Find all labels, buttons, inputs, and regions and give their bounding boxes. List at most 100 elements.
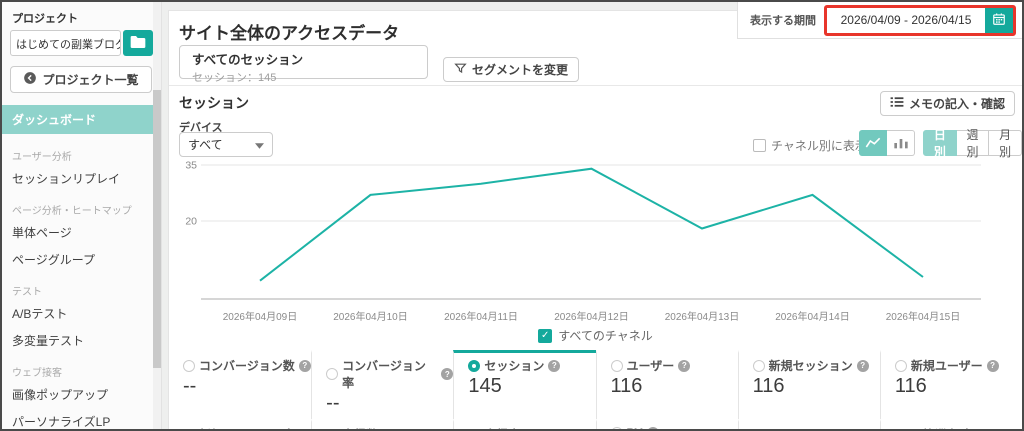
all-channels-checkbox-label: すべてのチャネル: [558, 329, 653, 343]
segment-box[interactable]: すべてのセッション セッション：145: [179, 45, 428, 84]
metric-radio[interactable]: [610, 427, 623, 429]
period-range-input[interactable]: 2026/04/09 - 2026/04/15: [827, 7, 985, 33]
header-divider: [169, 85, 1022, 86]
period-label: 表示する期間: [750, 15, 816, 27]
help-icon[interactable]: ?: [646, 427, 659, 429]
metric-radio[interactable]: [183, 359, 195, 372]
metric-radio[interactable]: [610, 359, 623, 372]
chevron-down-icon: [255, 138, 264, 152]
y-axis-tick-35: 35: [185, 160, 197, 172]
memo-button[interactable]: メモの記入・確認: [879, 91, 1015, 116]
granularity-0-button[interactable]: 日別: [923, 128, 957, 159]
date-toolbar: 表示する期間 2026/04/09 - 2026/04/15: [737, 2, 1022, 39]
sidebar-item-4[interactable]: 単体ページ: [12, 226, 72, 240]
help-icon[interactable]: ?: [856, 359, 869, 372]
help-icon[interactable]: ?: [524, 428, 537, 429]
metric-radio[interactable]: [326, 368, 339, 380]
segment-name: すべてのセッション: [192, 53, 304, 67]
sidebar-item-2[interactable]: セッションリプレイ: [12, 172, 121, 186]
all-channels-checkbox[interactable]: ✓ すべてのチャネル: [169, 327, 1022, 344]
project-folder-button[interactable]: [123, 30, 153, 56]
metric-label: 新規セッション率: [199, 426, 295, 429]
change-segment-button[interactable]: セグメントを変更: [443, 57, 580, 82]
segment-session-count: セッション：145: [192, 72, 277, 84]
metric-label: コンバージョン数: [199, 359, 295, 373]
metric-label: 直帰数: [342, 426, 378, 429]
channel-split-checkbox[interactable]: チャネル別に表示: [753, 137, 867, 154]
help-icon[interactable]: ?: [678, 359, 691, 372]
metric-row1-0[interactable]: コンバージョン数? --: [169, 350, 311, 419]
metric-row1-3[interactable]: ユーザー? 116: [595, 350, 738, 419]
bar-chart-icon: [893, 139, 908, 149]
channel-split-checkbox-box: [753, 139, 766, 152]
metric-label: 直帰率: [484, 426, 520, 429]
metric-row2-4[interactable]: PV/セッション?2.00: [737, 419, 880, 429]
sidebar-item-0[interactable]: ダッシュボード: [2, 105, 161, 134]
project-list-icon: [23, 71, 37, 88]
sidebar-section-1: ユーザー分析: [12, 152, 72, 163]
sidebar-item-10[interactable]: 画像ポップアップ: [12, 388, 109, 402]
memo-button-label: メモの記入・確認: [908, 97, 1005, 111]
help-icon[interactable]: ?: [382, 428, 395, 429]
device-select-value: すべて: [188, 138, 223, 152]
metric-label: コンバージョン率: [342, 359, 426, 390]
chart-type-line-button[interactable]: [859, 130, 887, 156]
metric-value: --: [183, 375, 197, 397]
metric-radio[interactable]: [752, 359, 765, 372]
metric-value: --: [326, 392, 340, 414]
metric-row1-5[interactable]: 新規ユーザー? 116: [879, 350, 1022, 419]
help-icon[interactable]: ?: [298, 359, 311, 372]
page-title: サイト全体のアクセスデータ: [179, 24, 400, 43]
sidebar: プロジェクト はじめての副業ブログ プロジェクト一覧 ダッシュボードユーザー分析…: [2, 2, 162, 429]
help-icon[interactable]: ?: [986, 359, 999, 372]
help-icon[interactable]: ?: [548, 359, 561, 372]
metric-row2-0[interactable]: 新規セッション率?80.00%: [169, 419, 312, 429]
calendar-button[interactable]: [985, 7, 1013, 33]
metric-row1-2[interactable]: セッション? 145: [453, 350, 596, 419]
metric-label: 平均滞在時間: [911, 426, 983, 429]
sidebar-scrollbar-thumb[interactable]: [153, 90, 161, 368]
calendar-icon: [992, 12, 1006, 29]
memo-list-icon: [890, 96, 904, 111]
change-segment-label: セグメントを変更: [472, 63, 569, 77]
sidebar-item-8[interactable]: 多変量テスト: [12, 334, 85, 348]
sidebar-item-5[interactable]: ページグループ: [12, 253, 96, 267]
metric-row2-1[interactable]: 直帰数?101: [311, 419, 453, 429]
x-axis-label-0: 2026年04月09日: [222, 312, 298, 323]
x-axis-label-2: 2026年04月11日: [444, 312, 518, 323]
project-list-label: プロジェクト一覧: [42, 73, 139, 87]
metric-label: 新規ユーザー: [910, 359, 983, 373]
granularity-1-button[interactable]: 週別: [956, 128, 990, 159]
metric-row2-5[interactable]: 平均滞在時間?0:10:59: [879, 419, 1022, 429]
chart-type-bar-button[interactable]: [887, 130, 915, 156]
help-icon[interactable]: ?: [441, 368, 454, 380]
metric-radio-selected[interactable]: [468, 359, 481, 372]
granularity-2-button[interactable]: 月別: [989, 128, 1022, 159]
x-axis-label-3: 2026年04月12日: [554, 312, 629, 323]
metric-row2-3[interactable]: PV?290: [595, 419, 738, 429]
project-label: プロジェクト: [12, 13, 78, 25]
sidebar-section-6: テスト: [12, 287, 42, 298]
project-list-button[interactable]: プロジェクト一覧: [10, 66, 152, 93]
metric-value: 116: [894, 375, 927, 397]
folder-icon: [130, 35, 146, 52]
metric-value: 145: [468, 375, 502, 397]
filter-icon: [454, 62, 467, 78]
help-icon[interactable]: ?: [852, 428, 864, 429]
metric-radio[interactable]: [894, 359, 907, 372]
sidebar-item-7[interactable]: A/Bテスト: [12, 307, 68, 321]
metric-row2-2[interactable]: 直帰率?69.66%: [453, 419, 595, 429]
metric-label: PV: [627, 426, 643, 429]
project-select[interactable]: はじめての副業ブログ: [10, 30, 121, 56]
help-icon[interactable]: ?: [986, 428, 999, 429]
device-select[interactable]: すべて: [179, 132, 273, 157]
metric-row1-4[interactable]: 新規セッション? 116: [737, 350, 880, 419]
metric-row1-1[interactable]: コンバージョン率? --: [311, 350, 454, 419]
period-annotation-highlight: 2026/04/09 - 2026/04/15: [824, 4, 1016, 36]
help-icon[interactable]: ?: [299, 428, 312, 429]
main-content: サイト全体のアクセスデータ すべてのセッション セッション：145 セグメントを…: [168, 10, 1022, 429]
x-axis-label-6: 2026年04月15日: [885, 312, 961, 323]
sidebar-item-11[interactable]: パーソナライズLP: [12, 415, 111, 429]
